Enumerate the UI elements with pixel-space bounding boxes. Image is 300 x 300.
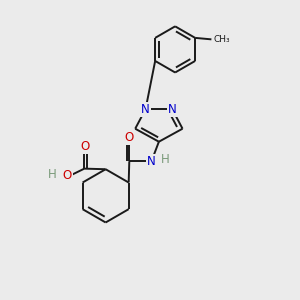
Text: CH₃: CH₃ bbox=[214, 35, 230, 44]
Text: N: N bbox=[147, 155, 156, 168]
Text: O: O bbox=[125, 131, 134, 144]
Text: H: H bbox=[47, 168, 56, 181]
Text: O: O bbox=[63, 169, 72, 182]
Text: O: O bbox=[80, 140, 89, 153]
Text: H: H bbox=[161, 153, 170, 166]
Text: N: N bbox=[168, 103, 177, 116]
Text: N: N bbox=[141, 103, 150, 116]
